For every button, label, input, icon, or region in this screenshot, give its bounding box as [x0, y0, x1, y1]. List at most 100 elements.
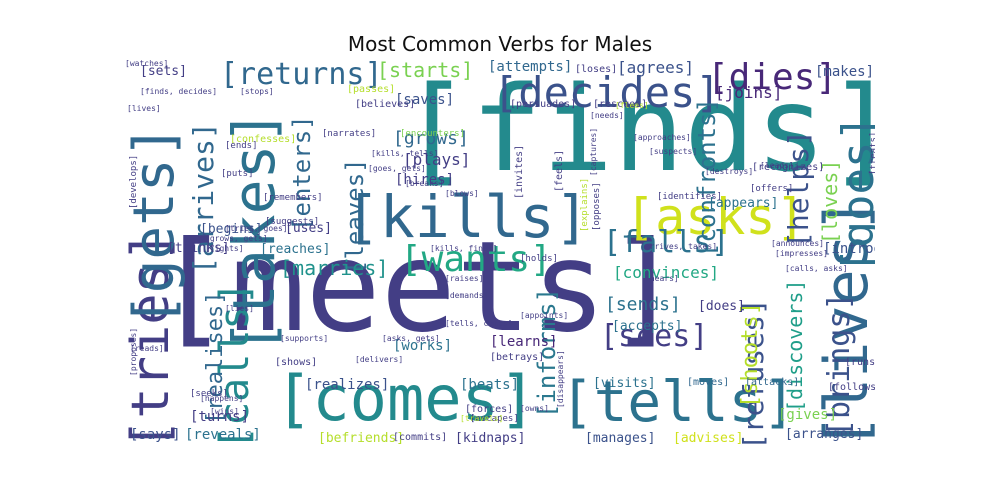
word-cloud-word: [invites]	[514, 144, 525, 199]
word-cloud-word: [shows]	[275, 357, 318, 368]
word-cloud-word: [uses]	[285, 221, 332, 236]
word-cloud-word: [feels]	[554, 149, 565, 192]
word-cloud-word: [kidnaps]	[455, 431, 526, 446]
word-cloud-word: [grows, gets]	[205, 234, 268, 243]
word-cloud-word: [wants]	[400, 239, 552, 280]
word-cloud-word: [attempts]	[488, 60, 573, 75]
word-cloud-word: [tells]	[560, 370, 797, 435]
word-cloud-word: [begins]	[200, 222, 263, 237]
word-cloud-word: [commits]	[393, 432, 448, 443]
word-cloud-word: [meets]	[155, 215, 682, 360]
word-cloud-word: [breaks]	[405, 179, 444, 188]
word-cloud-word: [discovers]	[783, 279, 807, 412]
word-cloud-word: [starts]	[377, 60, 474, 82]
word-cloud-word: [escapes]	[470, 414, 519, 424]
word-cloud-word: [holds]	[520, 254, 558, 264]
word-cloud-word: [finds, decides]	[140, 87, 218, 96]
word-cloud-word: [goes, gets]	[368, 164, 426, 173]
word-cloud-word: [plays]	[403, 150, 471, 169]
word-cloud-word: [wins]	[210, 407, 239, 416]
word-cloud-word: [dies]	[707, 60, 838, 98]
word-cloud: [finds] [meets] [kills] [comes] [tells] [trie…	[125, 60, 875, 450]
word-cloud-word: [loses]	[575, 64, 618, 75]
word-cloud-word: [shoots]	[738, 302, 763, 408]
word-cloud-word: [encounters]	[400, 129, 466, 139]
word-cloud-word: [leads]	[760, 161, 794, 170]
word-cloud-word: [manages]	[585, 431, 656, 446]
word-cloud-word: [lies]	[225, 304, 254, 313]
word-cloud-word: [grows]	[393, 128, 469, 149]
word-cloud-word: [follows]	[828, 382, 875, 393]
word-cloud-word: [arrives, takes]	[640, 242, 718, 251]
word-cloud-word: [seeks]	[190, 389, 228, 399]
word-cloud-word: [offers]	[750, 184, 794, 194]
word-cloud-word: [approaches]	[633, 133, 691, 142]
word-cloud-word: [watches]	[125, 60, 169, 68]
word-cloud-word: [decides]	[493, 68, 721, 117]
word-cloud-word: [comes]	[275, 362, 537, 435]
word-cloud-word: [develops]	[129, 154, 139, 209]
word-cloud-word: [suggests]	[265, 217, 320, 227]
word-cloud-word: [realizes]	[305, 377, 390, 393]
word-cloud-word: [does]	[698, 299, 745, 314]
word-cloud-word: [impresses]	[775, 249, 828, 258]
word-cloud-word: [introduces]	[823, 241, 875, 257]
word-cloud-word: [ends]	[225, 141, 258, 151]
word-cloud-word: [appoints]	[520, 311, 569, 320]
word-cloud-word: [advises]	[673, 431, 744, 446]
word-cloud-word: [saves]	[395, 92, 455, 108]
word-cloud-word: [thinks]	[167, 241, 230, 256]
word-cloud-word: [betrays]	[490, 352, 545, 363]
word-cloud-word: [narrates]	[322, 129, 377, 139]
word-cloud-word: [makes]	[815, 64, 875, 80]
word-cloud-word: [reads]	[130, 344, 164, 353]
word-cloud-word: [disappears]	[556, 350, 565, 408]
word-cloud-word: [flees]	[615, 101, 649, 110]
word-cloud-word: [hires]	[395, 172, 455, 188]
word-cloud-word: [kills, tells]	[371, 149, 439, 158]
word-cloud-word: [tries, goes]	[225, 224, 288, 233]
word-cloud-word: [travels]	[460, 414, 504, 423]
word-cloud-word: [reaches]	[260, 242, 331, 257]
word-cloud-word: [returns]	[220, 60, 383, 92]
word-cloud-word: [suspects]	[649, 147, 698, 156]
word-cloud-word: [puts]	[221, 169, 254, 179]
word-cloud-word: [runs]	[845, 357, 875, 368]
word-cloud-word: [calls, asks]	[785, 264, 848, 273]
word-cloud-word: [believes]	[355, 99, 416, 110]
word-cloud-word: [delivers]	[355, 355, 404, 364]
word-cloud-word: [asks, gets]	[382, 334, 440, 343]
word-cloud-word: [kills]	[345, 183, 590, 251]
word-cloud-word: [accepts]	[612, 319, 683, 334]
word-cloud-word: [tells, comes]	[445, 319, 513, 328]
word-cloud-word: [befriends]	[318, 431, 405, 446]
word-cloud-word: [arranges]	[785, 427, 864, 442]
word-cloud-word: [lives]	[127, 104, 161, 113]
word-cloud-word: [beats]	[460, 377, 520, 393]
word-cloud-word: [stops]	[240, 87, 274, 96]
word-cloud-word: [raises]	[445, 274, 484, 283]
word-cloud-word: [reveals]	[185, 427, 261, 443]
chart-title: Most Common Verbs for Males	[347, 32, 653, 56]
word-cloud-word: [asks]	[625, 188, 806, 246]
word-cloud-word: [finds]	[400, 60, 875, 198]
word-cloud-word: [moves]	[687, 377, 730, 388]
word-cloud-word: [sees]	[600, 319, 709, 354]
word-cloud-word: [works]	[393, 338, 453, 354]
word-cloud-word: [destroys]	[705, 167, 754, 176]
word-cloud-word: [demands]	[445, 291, 489, 300]
word-cloud-word: [fights]	[205, 244, 244, 253]
word-cloud-word: [opposes]	[592, 182, 602, 231]
word-cloud-word: [needs]	[590, 111, 624, 120]
word-cloud-word: [passes]	[347, 84, 396, 95]
word-cloud-word: [treats]	[869, 131, 875, 175]
word-cloud-word: [explains]	[580, 177, 590, 232]
word-cloud-word: [persuades]	[510, 99, 577, 110]
word-cloud-word: [announces]	[771, 239, 824, 248]
word-cloud-word: [rescues]	[593, 99, 648, 110]
word-cloud-word: [learns]	[490, 334, 558, 350]
word-cloud-word: [captures]	[589, 127, 598, 176]
word-cloud-word: [attacks]	[745, 377, 800, 388]
word-cloud-word: [marries]	[280, 256, 389, 280]
word-cloud-word: [hears]	[645, 274, 679, 283]
